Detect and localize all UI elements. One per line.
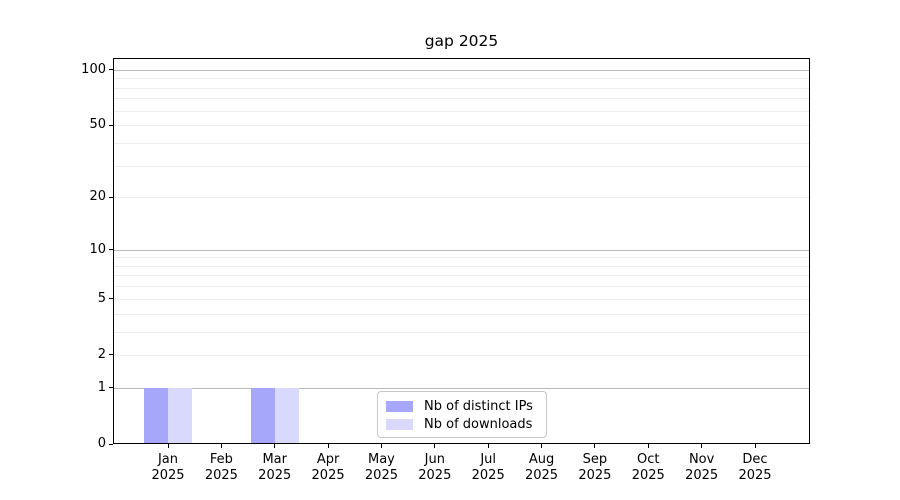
- x-tick-year: 2025: [524, 467, 559, 483]
- x-tick-oct: [647, 444, 649, 448]
- x-tick-label-mar: Mar 2025: [235, 452, 315, 483]
- x-tick-mar: [274, 444, 276, 448]
- x-tick-sep: [594, 444, 596, 448]
- legend-swatch: [386, 400, 413, 412]
- x-tick-month: May: [368, 452, 395, 467]
- gridline-y-80: [113, 87, 810, 89]
- y-tick-label-0: 0: [97, 436, 106, 451]
- gridline-y-3: [113, 331, 810, 333]
- x-tick-year: 2025: [311, 467, 345, 483]
- bar-downloads-jan: [168, 387, 192, 444]
- gridline-y-7: [113, 275, 810, 277]
- legend-label: Nb of downloads: [424, 416, 533, 432]
- gridline-y-70: [113, 98, 810, 100]
- y-tick-20: [109, 196, 113, 198]
- x-tick-label-oct: Oct 2025: [608, 452, 688, 483]
- y-tick-label-20: 20: [89, 189, 106, 205]
- y-tick-label-10: 10: [89, 241, 106, 257]
- x-tick-year: 2025: [258, 467, 292, 483]
- y-tick-10: [109, 249, 113, 251]
- gridline-y-9: [113, 257, 810, 259]
- x-tick-label-aug: Aug 2025: [502, 452, 582, 483]
- gridline-y-60: [113, 110, 810, 112]
- x-tick-label-jan: Jan 2025: [128, 452, 208, 483]
- x-tick-month: Mar: [262, 452, 287, 467]
- gridline-y-100: [113, 69, 810, 71]
- legend: Nb of distinct IPs Nb of downloads: [377, 391, 547, 438]
- x-tick-may: [380, 444, 382, 448]
- x-tick-label-jun: Jun 2025: [395, 452, 475, 483]
- y-tick-100: [109, 69, 113, 71]
- gridline-y-30: [113, 165, 810, 167]
- x-tick-month: Aug: [528, 452, 555, 467]
- y-tick-5: [109, 298, 113, 300]
- x-tick-label-apr: Apr 2025: [288, 452, 368, 483]
- x-tick-year: 2025: [471, 467, 505, 483]
- x-tick-year: 2025: [204, 467, 238, 483]
- gridline-y-6: [113, 286, 810, 288]
- x-tick-nov: [701, 444, 703, 448]
- x-tick-jul: [487, 444, 489, 448]
- bar-distinct-ips-jan: [144, 387, 168, 444]
- x-tick-year: 2025: [685, 467, 719, 483]
- y-tick-label-2: 2: [97, 346, 106, 362]
- y-tick-label-5: 5: [97, 290, 106, 306]
- x-tick-year: 2025: [364, 467, 398, 483]
- y-tick-label-100: 100: [81, 61, 106, 77]
- x-tick-month: Dec: [742, 452, 768, 467]
- x-tick-month: Oct: [637, 452, 660, 467]
- legend-entry-distinct-ips: Nb of distinct IPs: [386, 397, 538, 415]
- gridline-y-50: [113, 125, 810, 127]
- x-tick-label-feb: Feb 2025: [181, 452, 261, 483]
- gridline-y-20: [113, 197, 810, 199]
- x-tick-year: 2025: [578, 467, 612, 483]
- gridline-y-40: [113, 142, 810, 144]
- x-tick-label-jul: Jul 2025: [448, 452, 528, 483]
- x-tick-month: Jul: [480, 452, 497, 467]
- gridline-y-5: [113, 298, 810, 300]
- y-tick-label-1: 1: [97, 379, 106, 395]
- x-tick-month: Jan: [157, 452, 179, 467]
- gridline-y-90: [113, 78, 810, 80]
- y-tick-50: [109, 124, 113, 126]
- y-tick-2: [109, 354, 113, 356]
- gridline-y-10: [113, 249, 810, 251]
- legend-swatch: [386, 418, 413, 430]
- x-tick-dec: [754, 444, 756, 448]
- bar-distinct-ips-mar: [250, 387, 275, 444]
- x-tick-label-may: May 2025: [341, 452, 421, 483]
- x-tick-aug: [541, 444, 543, 448]
- x-tick-month: Feb: [209, 452, 233, 467]
- y-tick-0: [109, 443, 113, 445]
- x-tick-month: Apr: [316, 452, 340, 467]
- x-tick-label-dec: Dec 2025: [715, 452, 795, 483]
- chart-title: gap 2025: [424, 32, 499, 50]
- x-tick-apr: [327, 444, 329, 448]
- x-tick-year: 2025: [738, 467, 772, 483]
- gridline-y-4: [113, 313, 810, 315]
- x-tick-month: Sep: [582, 452, 608, 467]
- gridline-y-1: [113, 387, 810, 389]
- x-tick-month: Nov: [688, 452, 715, 467]
- gridline-y-2: [113, 354, 810, 356]
- x-tick-jun: [434, 444, 436, 448]
- x-tick-year: 2025: [151, 467, 185, 483]
- x-tick-label-sep: Sep 2025: [555, 452, 635, 483]
- legend-label: Nb of distinct IPs: [424, 398, 533, 414]
- bar-downloads-mar: [274, 387, 299, 444]
- y-tick-label-50: 50: [89, 117, 106, 133]
- x-tick-year: 2025: [418, 467, 452, 483]
- plot-area: [113, 58, 810, 444]
- x-tick-label-nov: Nov 2025: [662, 452, 742, 483]
- gridline-y-8: [113, 265, 810, 267]
- y-tick-1: [109, 387, 113, 389]
- x-tick-year: 2025: [631, 467, 665, 483]
- x-tick-month: Jun: [424, 452, 445, 467]
- x-tick-jan: [167, 444, 169, 448]
- x-tick-feb: [220, 444, 222, 448]
- legend-entry-downloads: Nb of downloads: [386, 415, 538, 433]
